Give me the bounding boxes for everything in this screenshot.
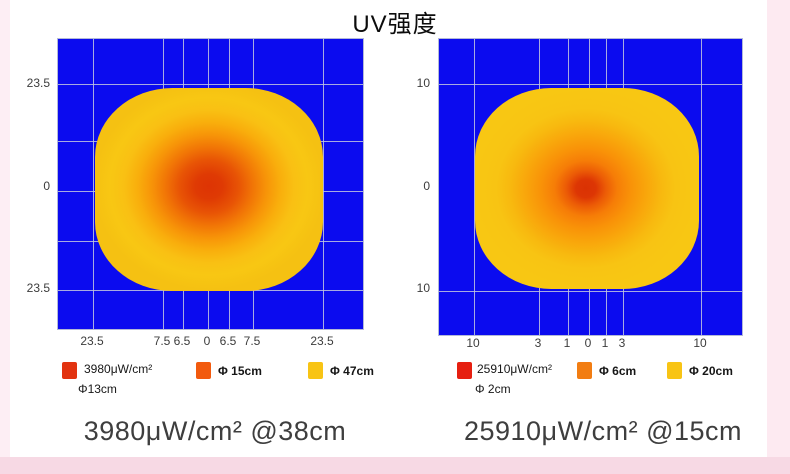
- y-tick: 10: [416, 76, 430, 90]
- x-tick: 1: [563, 336, 571, 350]
- x-tick: 0: [584, 336, 592, 350]
- legend-label: Φ 6cm: [599, 364, 637, 378]
- gridline: [701, 39, 702, 335]
- legend-swatch-orange: [196, 362, 211, 379]
- uv-heatmap-38cm: [57, 38, 364, 330]
- uv-heatmap-15cm: [438, 38, 743, 336]
- legend-label: 3980μW/cm²: [84, 362, 153, 376]
- legend-label: Φ 20cm: [689, 364, 733, 378]
- x-tick: 0: [203, 334, 211, 348]
- page-edge-right: [767, 0, 790, 474]
- x-tick: 23.5: [80, 334, 104, 348]
- x-tick: 23.5: [310, 334, 334, 348]
- page-edge-bottom: [0, 457, 790, 474]
- legend-swatch-yellow: [308, 362, 323, 379]
- legend-sublabel: Φ 2cm: [475, 382, 511, 396]
- x-tick: 3: [534, 336, 542, 350]
- gridline: [58, 84, 363, 85]
- x-tick: 1: [601, 336, 609, 350]
- page-title: UV强度: [352, 11, 438, 38]
- x-tick: 10: [693, 336, 707, 350]
- gridline: [439, 84, 742, 85]
- gridline: [439, 291, 742, 292]
- legend-swatch-red: [62, 362, 77, 379]
- chart-caption-left: 3980μW/cm² @38cm: [83, 416, 347, 446]
- x-tick: 7.5: [153, 334, 171, 348]
- uv-intensity-blob: [475, 88, 699, 289]
- x-tick: 6.5: [173, 334, 191, 348]
- chart-caption-right: 25910μW/cm² @15cm: [463, 416, 743, 446]
- legend-swatch-yellow: [667, 362, 682, 379]
- gridline: [474, 39, 475, 335]
- x-tick: 10: [466, 336, 480, 350]
- y-tick: 23.5: [26, 76, 50, 90]
- gridline: [93, 39, 94, 329]
- y-tick: 10: [416, 281, 430, 295]
- legend-label: Φ 15cm: [218, 364, 262, 378]
- legend-label: Φ 47cm: [330, 364, 374, 378]
- legend-swatch-red: [457, 362, 472, 379]
- page-edge-left: [0, 0, 10, 474]
- y-tick: 23.5: [26, 281, 50, 295]
- x-tick: 6.5: [219, 334, 237, 348]
- gridline: [323, 39, 324, 329]
- legend-swatch-orange: [577, 362, 592, 379]
- uv-intensity-blob: [95, 88, 323, 291]
- y-tick: 0: [43, 179, 50, 193]
- legend-sublabel: Φ13cm: [78, 382, 117, 396]
- x-tick: 7.5: [243, 334, 261, 348]
- x-tick: 3: [618, 336, 626, 350]
- y-tick: 0: [423, 179, 430, 193]
- legend-label: 25910μW/cm²: [477, 362, 552, 376]
